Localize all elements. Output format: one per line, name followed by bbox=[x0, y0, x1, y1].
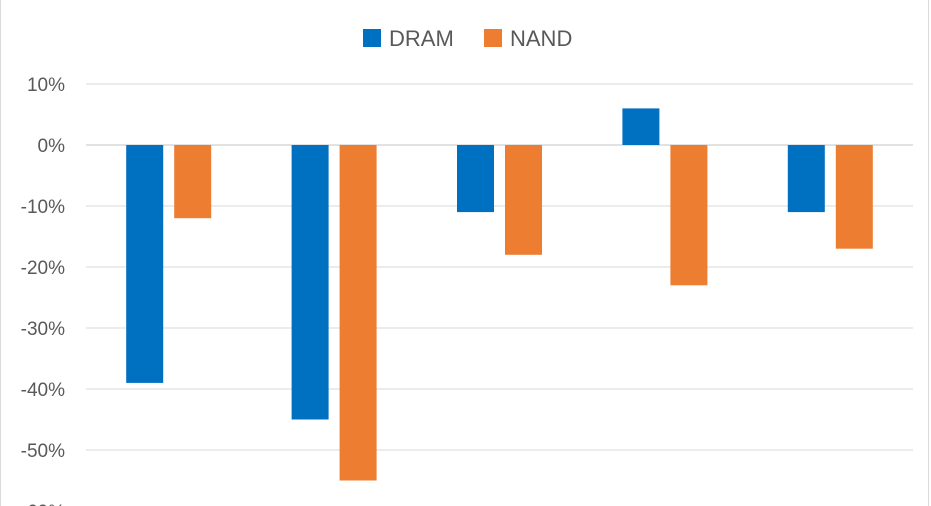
y-tick-label: 10% bbox=[27, 75, 65, 96]
y-tick-label: -20% bbox=[21, 258, 65, 279]
legend-label-dram: DRAM bbox=[389, 26, 454, 51]
y-tick-label: -40% bbox=[21, 380, 65, 401]
y-tick-label: -30% bbox=[21, 319, 65, 340]
bar-dram bbox=[126, 145, 164, 383]
bars bbox=[126, 108, 873, 481]
bar-dram bbox=[457, 145, 494, 213]
y-axis-tick-labels: 10% 0% -10% -20% -30% -40% -50% -60% bbox=[21, 75, 65, 506]
bar-dram bbox=[291, 145, 329, 420]
y-tick-label: 0% bbox=[38, 136, 66, 157]
legend-label-nand: NAND bbox=[510, 26, 572, 51]
bar-nand bbox=[174, 145, 212, 219]
bar-nand bbox=[835, 145, 873, 249]
y-tick-label: -50% bbox=[21, 441, 65, 462]
bar-dram bbox=[787, 145, 825, 213]
legend: DRAM NAND bbox=[363, 26, 572, 51]
bar-nand bbox=[339, 145, 377, 481]
legend-swatch-nand bbox=[484, 29, 502, 47]
y-tick-label: -60% bbox=[21, 502, 65, 506]
y-tick-label: -10% bbox=[21, 197, 65, 218]
bar-dram bbox=[622, 108, 660, 145]
gridlines bbox=[86, 83, 913, 451]
legend-swatch-dram bbox=[363, 29, 381, 47]
bar-nand bbox=[505, 145, 542, 255]
bar-nand bbox=[670, 145, 708, 286]
